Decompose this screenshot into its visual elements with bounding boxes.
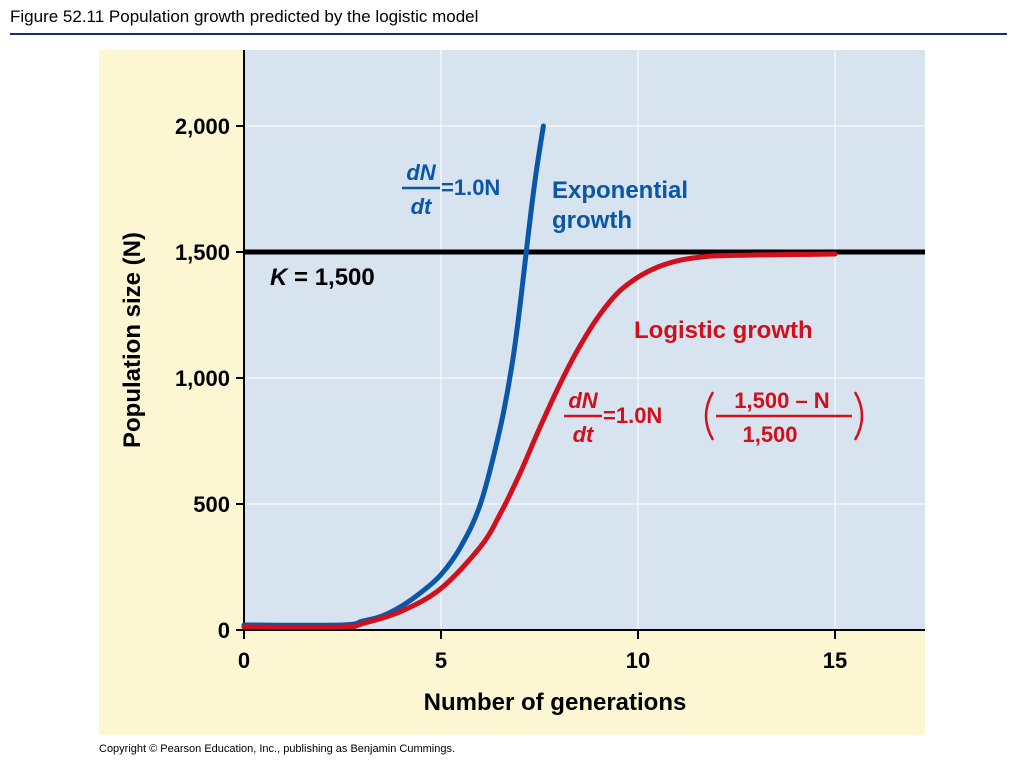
y-tick-label: 2,000 xyxy=(175,114,230,139)
log-eq-left-paren xyxy=(704,391,715,441)
x-tick-label: 0 xyxy=(238,648,250,673)
exponential-label-line-1: Exponential xyxy=(552,177,688,204)
x-tick-label: 5 xyxy=(435,648,447,673)
carrying-capacity-label: K = 1,500 xyxy=(270,264,375,291)
k-value: = 1,500 xyxy=(287,264,374,291)
exp-eq-rhs: =1.0N xyxy=(441,175,500,200)
exp-eq-numerator: dN xyxy=(406,160,436,185)
log-eq-numerator: dN xyxy=(568,388,598,413)
exponential-equation: dN dt =1.0N xyxy=(402,160,500,219)
log-eq-right-paren xyxy=(853,391,864,441)
figure-title: Figure 52.11 Population growth predicted… xyxy=(10,7,479,26)
x-tick-label: 10 xyxy=(626,648,650,673)
logistic-growth-label: Logistic growth xyxy=(634,317,813,344)
y-axis-title: Population size (N) xyxy=(119,232,146,448)
y-tick-label: 1,500 xyxy=(175,240,230,265)
y-tick-label: 500 xyxy=(193,492,230,517)
log-eq-inner-numerator: 1,500 – N xyxy=(734,388,829,413)
log-eq-rhs: =1.0N xyxy=(603,403,662,428)
log-eq-inner-denominator: 1,500 xyxy=(742,422,797,447)
x-axis-title: Number of generations xyxy=(424,689,687,716)
y-tick-label: 1,000 xyxy=(175,366,230,391)
exp-eq-denominator: dt xyxy=(411,194,433,219)
axis-ticks: 0 500 1,000 1,500 2,000 0 5 10 15 xyxy=(175,114,847,673)
y-tick-label: 0 xyxy=(218,618,230,643)
log-eq-denominator: dt xyxy=(573,422,595,447)
k-symbol: K xyxy=(270,264,289,291)
logistic-growth-series xyxy=(241,251,838,630)
x-tick-label: 15 xyxy=(823,648,847,673)
title-divider xyxy=(10,33,1007,35)
exponential-label-line-2: growth xyxy=(552,207,632,234)
copyright-notice: Copyright © Pearson Education, Inc., pub… xyxy=(99,743,456,755)
logistic-equation: dN dt =1.0N 1,500 – N 1,500 xyxy=(564,388,864,447)
